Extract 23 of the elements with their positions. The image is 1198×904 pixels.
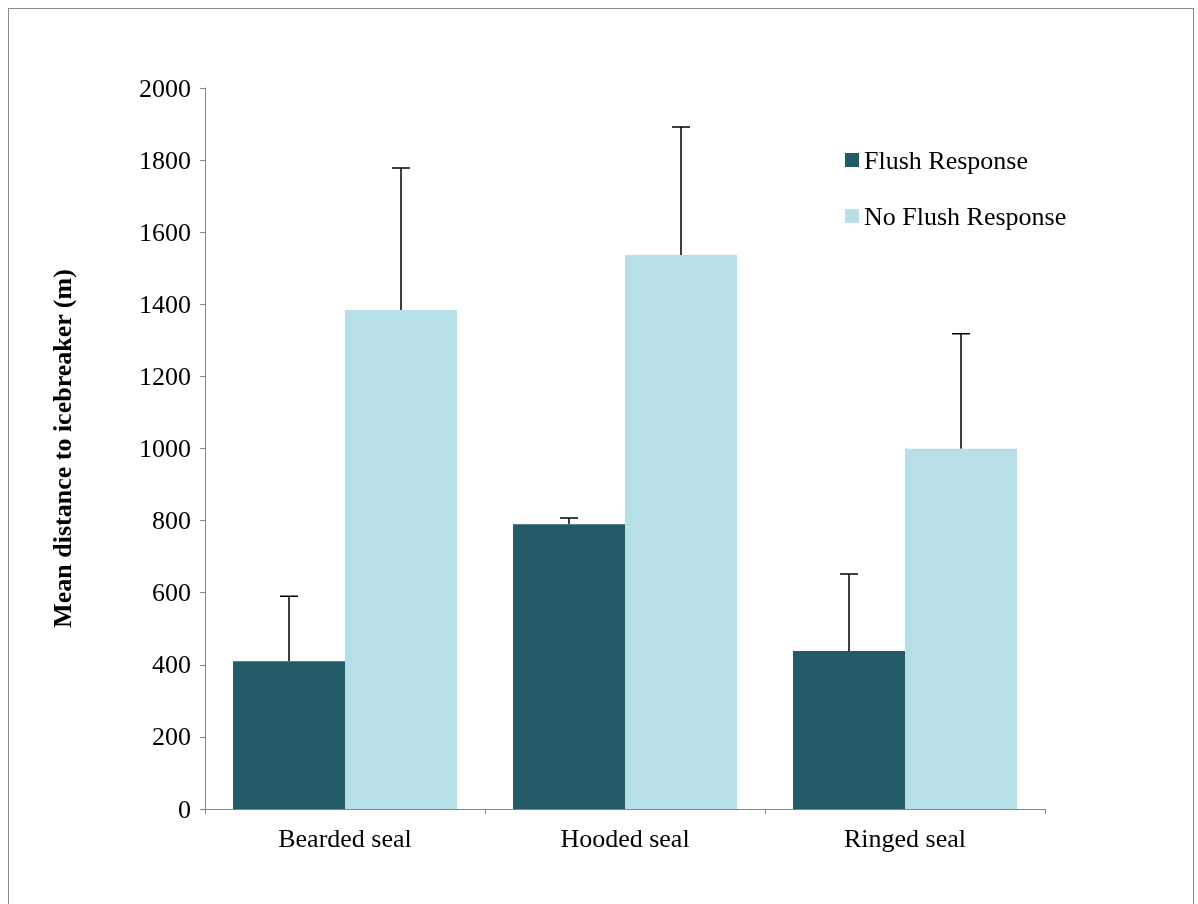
bar (905, 448, 1017, 809)
x-tick-label: Ringed seal (843, 823, 967, 853)
y-tick-label: 2000 (139, 73, 191, 103)
y-tick-label: 1600 (139, 217, 191, 247)
y-axis-title: Mean distance to icebreaker (m) (47, 269, 77, 628)
bar (625, 254, 737, 809)
y-tick-label: 1800 (139, 145, 191, 175)
legend-label: Flush Response (864, 145, 1028, 175)
legend-label: No Flush Response (864, 201, 1067, 231)
y-tick-label: 400 (152, 650, 191, 680)
y-tick-label: 1200 (139, 361, 191, 391)
y-tick-label: 600 (152, 578, 191, 608)
y-tick-label: 800 (152, 506, 191, 536)
bar (233, 661, 345, 809)
x-tick-label: Hooded seal (560, 823, 690, 853)
x-tick-label: Bearded seal (278, 823, 412, 853)
bar (513, 524, 625, 809)
y-tick-label: 0 (178, 794, 191, 824)
y-tick-label: 1400 (139, 289, 191, 319)
y-tick-label: 200 (152, 722, 191, 752)
bar (345, 310, 457, 809)
y-tick-label: 1000 (139, 434, 191, 463)
bar (793, 651, 905, 809)
